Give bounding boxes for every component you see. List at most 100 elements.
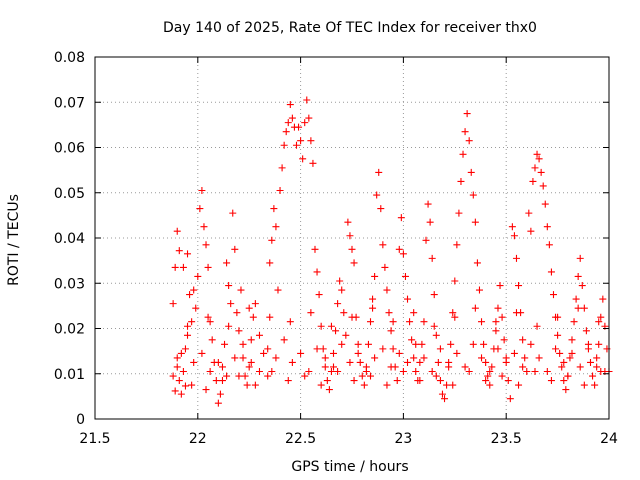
x-tick-label: 23.5 bbox=[491, 431, 522, 447]
data-point bbox=[387, 363, 395, 371]
data-point bbox=[554, 331, 562, 339]
y-tick-labels: 0 0.01 0.02 0.03 0.04 0.05 0.06 0.07 0.08 bbox=[54, 50, 85, 428]
data-point bbox=[214, 399, 222, 407]
data-point bbox=[313, 345, 321, 353]
data-point bbox=[334, 300, 342, 308]
data-point bbox=[449, 309, 457, 317]
data-point bbox=[455, 209, 463, 217]
data-points bbox=[169, 96, 613, 407]
data-point bbox=[266, 313, 274, 321]
data-point bbox=[223, 259, 231, 267]
data-point bbox=[527, 227, 535, 235]
data-point bbox=[278, 164, 286, 172]
data-point bbox=[500, 336, 508, 344]
data-point bbox=[527, 340, 535, 348]
data-point bbox=[406, 318, 414, 326]
data-point bbox=[327, 367, 335, 375]
data-point bbox=[547, 377, 555, 385]
data-point bbox=[344, 218, 352, 226]
data-point bbox=[428, 367, 436, 375]
data-point bbox=[249, 313, 257, 321]
data-point bbox=[506, 395, 514, 403]
data-point bbox=[422, 236, 430, 244]
data-point bbox=[299, 155, 307, 163]
data-point bbox=[371, 272, 379, 280]
data-point bbox=[194, 272, 202, 280]
data-point bbox=[451, 313, 459, 321]
data-point bbox=[184, 331, 192, 339]
data-point bbox=[313, 268, 321, 276]
data-point bbox=[175, 377, 183, 385]
data-point bbox=[358, 372, 366, 380]
data-point bbox=[198, 349, 206, 357]
data-point bbox=[510, 232, 518, 240]
data-point bbox=[512, 309, 520, 317]
data-point bbox=[549, 291, 557, 299]
data-point bbox=[395, 245, 403, 253]
data-point bbox=[225, 282, 233, 290]
data-point bbox=[175, 247, 183, 255]
data-point bbox=[533, 150, 541, 158]
data-point bbox=[369, 304, 377, 312]
data-point bbox=[576, 363, 584, 371]
data-point bbox=[436, 345, 444, 353]
data-point bbox=[346, 358, 354, 366]
data-point bbox=[295, 123, 303, 131]
data-point bbox=[434, 358, 442, 366]
data-point bbox=[305, 114, 313, 122]
data-point bbox=[521, 354, 529, 362]
data-point bbox=[286, 101, 294, 109]
data-point bbox=[441, 395, 449, 403]
data-point bbox=[231, 354, 239, 362]
data-point bbox=[410, 354, 418, 362]
data-point bbox=[202, 386, 210, 394]
data-point bbox=[171, 387, 179, 395]
data-point bbox=[482, 377, 490, 385]
data-point bbox=[342, 331, 350, 339]
data-point bbox=[173, 354, 181, 362]
data-point bbox=[303, 96, 311, 104]
data-point bbox=[469, 340, 477, 348]
data-point bbox=[301, 372, 309, 380]
data-point bbox=[397, 214, 405, 222]
data-point bbox=[255, 367, 263, 375]
data-point bbox=[311, 245, 319, 253]
data-point bbox=[323, 377, 331, 385]
data-point bbox=[354, 340, 362, 348]
y-tick-label: 0 bbox=[76, 412, 85, 428]
data-point bbox=[593, 363, 601, 371]
data-point bbox=[562, 386, 570, 394]
data-point bbox=[432, 331, 440, 339]
data-point bbox=[494, 345, 502, 353]
data-point bbox=[235, 372, 243, 380]
data-point bbox=[584, 340, 592, 348]
data-point bbox=[221, 340, 229, 348]
data-point bbox=[519, 363, 527, 371]
data-point bbox=[519, 336, 527, 344]
chart-title: Day 140 of 2025, Rate Of TEC Index for r… bbox=[163, 20, 537, 36]
data-point bbox=[247, 358, 255, 366]
data-point bbox=[574, 304, 582, 312]
data-point bbox=[245, 304, 253, 312]
data-point bbox=[586, 358, 594, 366]
data-point bbox=[286, 318, 294, 326]
data-point bbox=[282, 128, 290, 136]
data-point bbox=[276, 186, 284, 194]
x-tick-label: 24 bbox=[600, 431, 618, 447]
data-point bbox=[484, 372, 492, 380]
data-point bbox=[270, 205, 278, 213]
data-point bbox=[480, 340, 488, 348]
data-point bbox=[264, 345, 272, 353]
data-point bbox=[231, 245, 239, 253]
data-point bbox=[531, 367, 539, 375]
data-point bbox=[317, 322, 325, 330]
data-point bbox=[572, 295, 580, 303]
data-point bbox=[233, 309, 241, 317]
data-point bbox=[239, 354, 247, 362]
x-axis-title: GPS time / hours bbox=[291, 459, 408, 475]
data-point bbox=[523, 367, 531, 375]
data-point bbox=[350, 259, 358, 267]
data-point bbox=[478, 354, 486, 362]
data-point bbox=[169, 372, 177, 380]
